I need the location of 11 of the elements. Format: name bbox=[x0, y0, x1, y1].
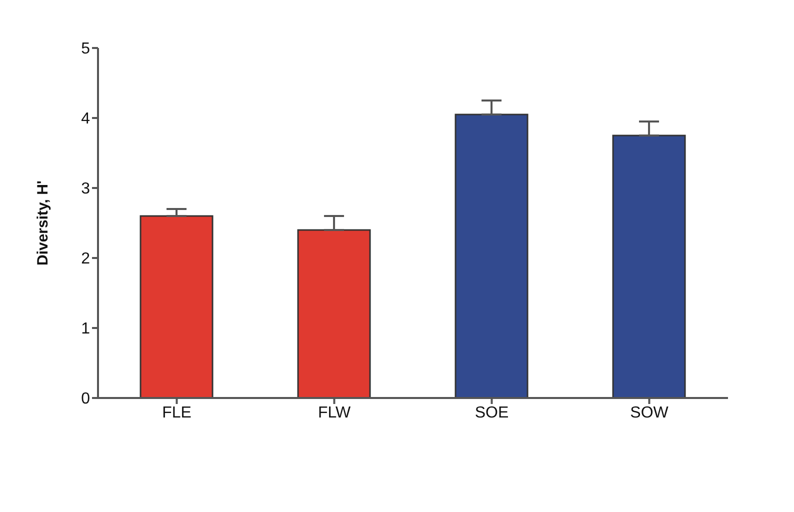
x-tick-label: SOW bbox=[630, 404, 670, 422]
x-tick-label: FLE bbox=[162, 404, 192, 422]
y-tick-label: 1 bbox=[81, 320, 90, 338]
y-tick-label: 3 bbox=[81, 180, 90, 198]
x-tick-label: FLW bbox=[318, 404, 352, 422]
y-tick-label: 5 bbox=[81, 40, 90, 58]
y-axis-title: Diversity, H' bbox=[34, 180, 52, 266]
y-tick-label: 4 bbox=[81, 110, 90, 128]
x-tick-label: SOE bbox=[474, 404, 509, 422]
y-tick-label: 2 bbox=[81, 250, 90, 268]
y-tick-label: 0 bbox=[81, 390, 90, 408]
